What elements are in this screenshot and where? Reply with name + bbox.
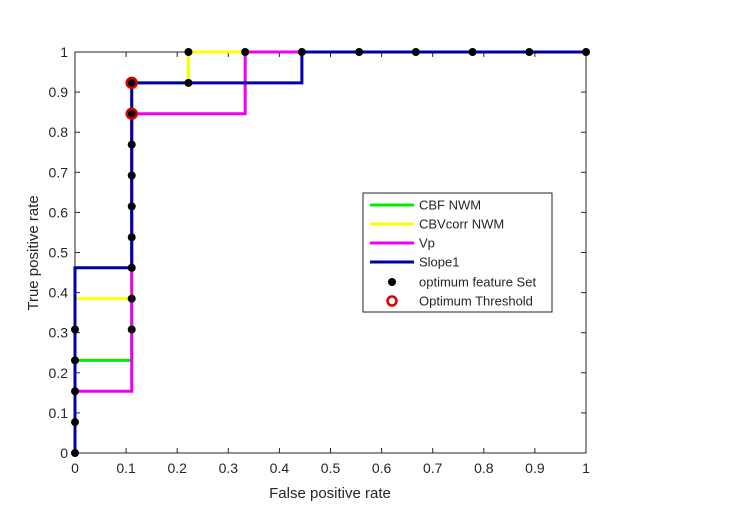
y-tick-label: 0.6: [49, 204, 69, 220]
optimum-feature-point: [297, 48, 306, 56]
y-tick-label: 0.8: [49, 124, 69, 140]
y-tick-label: 0.3: [49, 325, 69, 341]
legend-swatch-optimum-threshold: [386, 295, 398, 307]
y-tick-label: 0.2: [49, 365, 69, 381]
optimum-feature-point: [184, 48, 193, 56]
y-tick-label: 0.1: [49, 405, 69, 421]
legend-box: [362, 192, 553, 313]
y-tick-label: 0: [60, 445, 68, 461]
x-tick-label: 0.1: [116, 460, 136, 476]
optimum-threshold-center: [128, 110, 135, 117]
x-tick-label: 1: [582, 460, 590, 476]
optimum-feature-point: [355, 48, 364, 56]
y-axis-label: True positive rate: [25, 195, 42, 310]
x-axis-label: False positive rate: [269, 485, 391, 502]
y-tick-label: 0.7: [49, 164, 69, 180]
x-tick-label: 0.7: [423, 460, 443, 476]
ticks-layer: 0 0.1 0.2 0.3 0.4 0.5 0.6 0.7 0.8 0.9 1 0 0.1 0.2 0.3 0…: [49, 44, 591, 476]
x-tick-label: 0.4: [270, 460, 290, 476]
legend-label: Vp: [419, 236, 435, 251]
optimum-feature-point: [582, 48, 590, 56]
legend: CBF NWM CBVcorr NWM Vp Slope1 optimum featur…: [362, 192, 553, 313]
optimum-feature-point: [71, 418, 79, 427]
x-tick-label: 0.5: [321, 460, 341, 476]
legend-label: optimum feature Set: [419, 275, 536, 290]
optimum-threshold-marker: [125, 107, 138, 121]
x-tick-label: 0.8: [474, 460, 494, 476]
optimum-feature-point: [241, 48, 250, 56]
optimum-feature-point: [127, 171, 136, 180]
y-tick-label: 0.9: [49, 84, 69, 100]
x-tick-label: 0: [71, 460, 79, 476]
y-tick-label: 0.5: [49, 245, 69, 261]
optimum-feature-point: [127, 202, 136, 211]
y-tick-label: 0.4: [49, 285, 69, 301]
legend-label: Slope1: [419, 255, 459, 270]
optimum-threshold-marker: [125, 76, 138, 90]
optimum-feature-point: [71, 449, 79, 457]
optimum-feature-point: [71, 387, 79, 396]
points-layer: [71, 48, 590, 457]
legend-label: CBF NWM: [419, 198, 481, 213]
optimum-feature-point: [184, 78, 193, 87]
x-tick-label: 0.6: [372, 460, 392, 476]
optimum-threshold-center: [128, 79, 135, 86]
optimum-feature-point: [127, 294, 136, 303]
optimum-feature-point: [525, 48, 534, 56]
y-tick-label: 1: [60, 44, 68, 60]
optimum-feature-point: [127, 263, 136, 272]
optimum-feature-point: [411, 48, 420, 56]
legend-label: Optimum Threshold: [419, 294, 533, 309]
optimum-feature-point: [127, 140, 136, 149]
optimum-feature-point: [71, 325, 79, 334]
legend-swatch-optimum-feature: [388, 278, 396, 286]
x-tick-label: 0.9: [525, 460, 545, 476]
optimum-feature-point: [127, 233, 136, 242]
legend-label: CBVcorr NWM: [419, 217, 504, 232]
optimum-feature-point: [468, 48, 477, 56]
x-tick-label: 0.2: [167, 460, 187, 476]
x-tick-label: 0.3: [219, 460, 239, 476]
optimum-feature-point: [127, 325, 136, 334]
optimum-feature-point: [71, 356, 79, 365]
